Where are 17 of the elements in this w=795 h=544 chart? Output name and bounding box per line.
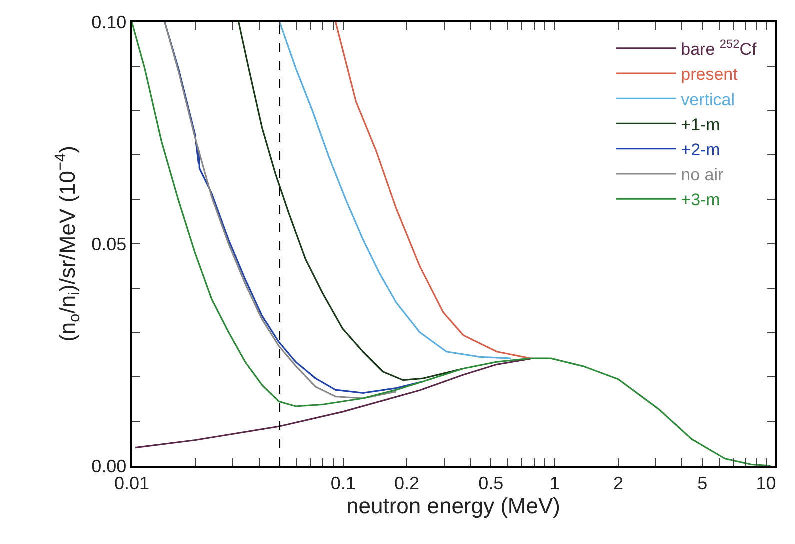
y-tick-label: 0.10 <box>92 12 127 32</box>
x-tick-label: 10 <box>756 473 776 494</box>
x-tick-label: 1 <box>550 473 560 494</box>
x-axis-title: neutron energy (MeV) <box>346 494 560 519</box>
legend-label: +1-m <box>681 115 720 134</box>
x-tick-label: 0.2 <box>394 473 420 494</box>
x-tick-label: 2 <box>613 473 624 494</box>
legend-label: no air <box>681 166 724 185</box>
x-tick-label: 5 <box>698 473 708 494</box>
legend-label: bare $^{252}$Cf <box>681 36 758 60</box>
legend-label: +2-m <box>681 140 720 160</box>
legend-label: present <box>681 65 738 84</box>
legend-label: vertical <box>681 90 735 110</box>
x-tick-label: 0.5 <box>478 473 504 494</box>
x-tick-label: 0.1 <box>330 473 356 494</box>
legend-label: +3-m <box>681 190 720 210</box>
y-tick-label: 0.05 <box>92 234 127 254</box>
